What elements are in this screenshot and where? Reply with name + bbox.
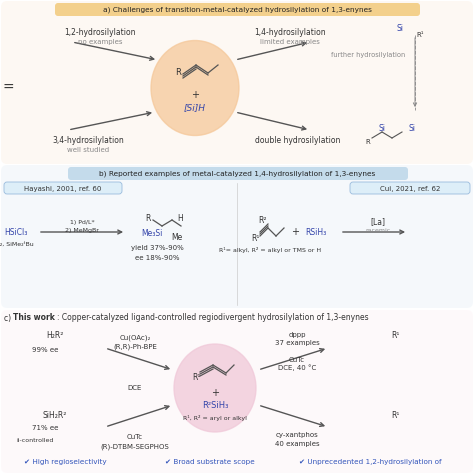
Text: =: = bbox=[2, 81, 14, 95]
Text: DCE, 40 °C: DCE, 40 °C bbox=[278, 365, 316, 371]
Text: Cu(OAc)₂: Cu(OAc)₂ bbox=[119, 335, 151, 341]
Text: yield 37%-90%: yield 37%-90% bbox=[131, 245, 183, 251]
Text: further hydrosilylation: further hydrosilylation bbox=[331, 52, 405, 58]
FancyBboxPatch shape bbox=[1, 1, 473, 164]
Ellipse shape bbox=[151, 40, 239, 136]
Text: R¹: R¹ bbox=[391, 331, 399, 340]
Text: H₂R²: H₂R² bbox=[46, 331, 64, 340]
FancyBboxPatch shape bbox=[1, 310, 473, 473]
Text: [La]: [La] bbox=[371, 218, 385, 227]
Text: cy-xantphos: cy-xantphos bbox=[275, 432, 319, 438]
Text: Si: Si bbox=[396, 24, 403, 33]
Text: R¹: R¹ bbox=[192, 374, 200, 383]
Text: Si: Si bbox=[409, 124, 416, 133]
Text: H: H bbox=[177, 213, 183, 222]
Text: R¹= alkyl, R² = alkyl or TMS or H: R¹= alkyl, R² = alkyl or TMS or H bbox=[219, 247, 321, 253]
Text: [Si]H: [Si]H bbox=[184, 103, 206, 112]
FancyBboxPatch shape bbox=[350, 182, 470, 194]
Text: +: + bbox=[291, 227, 299, 237]
Text: CuTc: CuTc bbox=[289, 357, 305, 363]
Text: Me₃Si: Me₃Si bbox=[141, 228, 163, 237]
Text: dppp: dppp bbox=[288, 332, 306, 338]
Text: HSiCl₃: HSiCl₃ bbox=[4, 228, 27, 237]
Text: (R)-DTBM-SEGPHOS: (R)-DTBM-SEGPHOS bbox=[100, 444, 169, 450]
Text: ✔ Unprecedented 1,2-hydrosilylation of: ✔ Unprecedented 1,2-hydrosilylation of bbox=[299, 459, 441, 465]
FancyBboxPatch shape bbox=[1, 165, 473, 308]
Text: R: R bbox=[146, 213, 151, 222]
Text: (R,R)-Ph-BPE: (R,R)-Ph-BPE bbox=[113, 344, 157, 350]
Text: b) Reported examples of metal-catalyzed 1,4-hydrosilylation of 1,3-enynes: b) Reported examples of metal-catalyzed … bbox=[99, 171, 375, 177]
Text: R¹, R² = aryl or alkyl: R¹, R² = aryl or alkyl bbox=[183, 415, 247, 421]
FancyBboxPatch shape bbox=[68, 167, 408, 180]
Text: c): c) bbox=[4, 313, 13, 322]
Text: racemic: racemic bbox=[365, 228, 391, 233]
Text: limited examples: limited examples bbox=[260, 39, 320, 45]
Text: R¹: R¹ bbox=[391, 410, 399, 419]
Text: 99% ee: 99% ee bbox=[32, 347, 58, 353]
Text: 3,4-hydrosilylation: 3,4-hydrosilylation bbox=[52, 136, 124, 145]
Text: Hayashi, 2001, ref. 60: Hayashi, 2001, ref. 60 bbox=[24, 186, 102, 192]
Text: 71% ee: 71% ee bbox=[32, 425, 58, 431]
FancyBboxPatch shape bbox=[4, 182, 122, 194]
Text: RSiH₃: RSiH₃ bbox=[305, 228, 327, 237]
Text: Si: Si bbox=[379, 124, 385, 133]
Text: ✔ Broad substrate scope: ✔ Broad substrate scope bbox=[165, 459, 255, 465]
Text: R¹: R¹ bbox=[416, 32, 424, 38]
Text: SiH₂R²: SiH₂R² bbox=[43, 410, 67, 419]
Text: R²SiH₃: R²SiH₃ bbox=[202, 401, 228, 410]
Text: ii-controlled: ii-controlled bbox=[16, 438, 54, 443]
Text: CuTc: CuTc bbox=[127, 434, 143, 440]
Text: Me: Me bbox=[172, 233, 182, 241]
Text: R: R bbox=[365, 139, 370, 145]
Text: H₂, SiMe₂ᵗBu: H₂, SiMe₂ᵗBu bbox=[0, 241, 33, 246]
Text: double hydrosilylation: double hydrosilylation bbox=[255, 136, 341, 145]
Text: Cui, 2021, ref. 62: Cui, 2021, ref. 62 bbox=[380, 186, 440, 192]
Text: 1,2-hydrosilylation: 1,2-hydrosilylation bbox=[64, 27, 136, 36]
Text: ee 18%-90%: ee 18%-90% bbox=[135, 255, 179, 261]
Text: +: + bbox=[211, 388, 219, 398]
Text: ✔ High regioselectivity: ✔ High regioselectivity bbox=[24, 459, 106, 465]
Text: DCE: DCE bbox=[128, 385, 142, 391]
FancyBboxPatch shape bbox=[55, 3, 420, 16]
Text: +: + bbox=[191, 90, 199, 100]
Text: no examples: no examples bbox=[78, 39, 122, 45]
Text: This work: This work bbox=[13, 313, 55, 322]
Text: R²: R² bbox=[259, 216, 267, 225]
Ellipse shape bbox=[174, 344, 256, 432]
Text: 1) Pd/L*: 1) Pd/L* bbox=[70, 219, 94, 225]
Text: 40 examples: 40 examples bbox=[275, 441, 319, 447]
Text: R: R bbox=[175, 67, 181, 76]
Text: 1,4-hydrosilylation: 1,4-hydrosilylation bbox=[254, 27, 326, 36]
Text: a) Challenges of transition-metal-catalyzed hydrosilylation of 1,3-enynes: a) Challenges of transition-metal-cataly… bbox=[102, 7, 372, 13]
Text: well studied: well studied bbox=[67, 147, 109, 153]
Text: 37 examples: 37 examples bbox=[274, 340, 319, 346]
Text: R¹: R¹ bbox=[251, 234, 259, 243]
Text: 2) MeMgBr: 2) MeMgBr bbox=[65, 228, 99, 233]
Text: : Copper-catalyzed ligand-controlled regiodivergent hydrosilylation of 1,3-enyne: : Copper-catalyzed ligand-controlled reg… bbox=[57, 313, 369, 322]
